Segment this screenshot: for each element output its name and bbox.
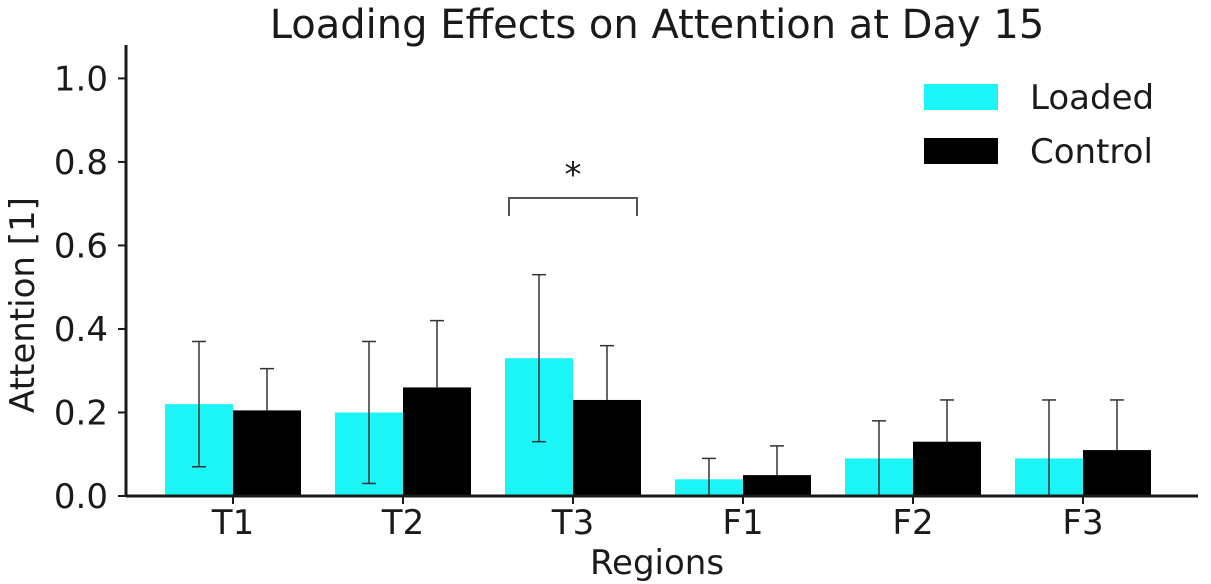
bar-control-f2 (913, 441, 981, 496)
y-axis-label: Attention [1] (3, 197, 43, 413)
bar-control-t2 (403, 387, 471, 496)
x-tick-label-f3: F3 (1062, 503, 1103, 543)
y-tick-label: 0.6 (54, 226, 108, 266)
legend-label-loaded: Loaded (1030, 78, 1154, 118)
y-tick-label: 0.4 (54, 310, 108, 350)
legend: Loaded Control (924, 78, 1154, 172)
error-bars-layer (192, 273, 1124, 497)
x-ticks: T1 T2 T3 F1 F2 F3 (211, 496, 1104, 543)
y-ticks: 0.0 0.2 0.4 0.6 0.8 1.0 (54, 59, 126, 517)
x-tick-label-t2: T2 (381, 503, 424, 543)
x-tick-label-t3: T3 (551, 503, 594, 543)
y-tick-label: 1.0 (54, 59, 108, 99)
x-tick-label-f1: F1 (722, 503, 763, 543)
y-tick-label: 0.8 (54, 143, 108, 183)
legend-swatch-loaded (924, 84, 998, 110)
x-tick-label-f2: F2 (892, 503, 933, 543)
significance-bracket (508, 197, 638, 216)
y-tick-label: 0.0 (54, 477, 108, 517)
bar-control-t1 (233, 410, 301, 496)
bars-layer (165, 358, 1151, 496)
significance-star: * (565, 155, 582, 195)
legend-label-control: Control (1030, 132, 1153, 172)
x-axis-label: Regions (590, 543, 724, 583)
bar-control-t3 (573, 399, 641, 496)
bar-control-f3 (1083, 450, 1151, 496)
chart-title: Loading Effects on Attention at Day 15 (270, 2, 1045, 48)
significance-annotations: * (508, 155, 638, 216)
y-tick-label: 0.2 (54, 393, 108, 433)
legend-swatch-control (924, 138, 998, 164)
x-tick-label-t1: T1 (211, 503, 254, 543)
bar-control-f1 (743, 475, 811, 496)
